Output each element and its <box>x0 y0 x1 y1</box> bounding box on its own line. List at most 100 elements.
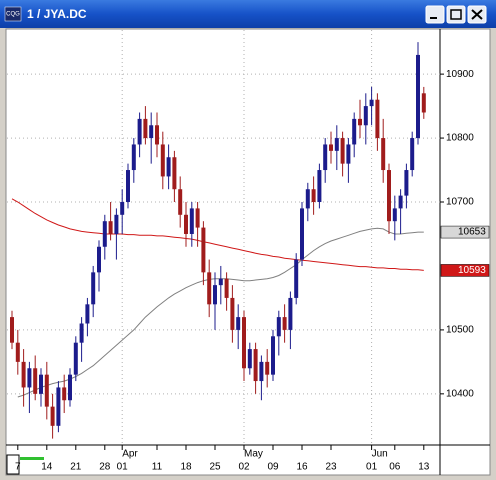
x-tick-label: 28 <box>99 462 111 473</box>
candle-body <box>288 297 293 330</box>
candle-body <box>346 144 351 164</box>
candle-body <box>120 202 125 215</box>
candle-body <box>44 374 49 407</box>
candle-body <box>392 208 397 222</box>
candle-body <box>189 208 194 234</box>
candle-body <box>56 387 61 426</box>
candle-body <box>178 189 183 215</box>
maximize-icon <box>450 9 462 20</box>
y-tick-label: 10500 <box>446 325 474 336</box>
candle-body <box>114 214 119 234</box>
y-tick-label: 10900 <box>446 69 474 80</box>
candle-body <box>79 323 84 343</box>
x-tick-label: 01 <box>117 462 129 473</box>
x-tick-label: 11 <box>152 462 163 473</box>
x-tick-label: 01 <box>366 462 378 473</box>
candle-body <box>421 93 426 113</box>
candle-body <box>73 342 78 375</box>
candle-body <box>253 349 258 382</box>
candle-body <box>201 227 206 273</box>
candle-body <box>62 387 67 401</box>
x-tick-label: 16 <box>296 462 308 473</box>
candle-body <box>143 118 148 139</box>
candle-body <box>387 170 391 222</box>
candle-body <box>160 144 165 177</box>
price-label-box <box>440 225 490 239</box>
x-tick-label: 09 <box>267 462 279 473</box>
candle-body <box>10 317 14 343</box>
candle-body <box>207 272 212 305</box>
candle-body <box>230 297 235 330</box>
y-tick-label: 10700 <box>446 197 474 208</box>
candle-body <box>218 278 223 286</box>
candle-body <box>323 144 328 171</box>
candle-body <box>39 374 43 394</box>
month-label: May <box>244 449 263 460</box>
candle-body <box>271 336 275 375</box>
candle-body <box>242 317 246 369</box>
x-tick-label: 18 <box>180 462 192 473</box>
candle-body <box>294 259 299 298</box>
candle-body <box>137 118 142 145</box>
scroll-indicator[interactable] <box>20 457 44 460</box>
candle-body <box>398 195 403 209</box>
price-label: 10653 <box>458 227 486 238</box>
candle-body <box>410 138 415 171</box>
candle-body <box>416 54 420 139</box>
x-tick-label: 25 <box>209 462 221 473</box>
candle-body <box>131 144 136 171</box>
candle-body <box>247 349 252 369</box>
candle-body <box>224 278 229 298</box>
x-tick-label: 21 <box>70 462 82 473</box>
candle-body <box>352 118 357 145</box>
candle-body <box>166 157 171 177</box>
candle-body <box>334 138 339 151</box>
candle-body <box>149 125 154 139</box>
title-bar <box>0 0 496 28</box>
candle-body <box>108 221 113 234</box>
y-tick-label: 10800 <box>446 133 474 144</box>
candle-body <box>259 361 264 382</box>
candle-body <box>33 368 38 394</box>
candle-body <box>21 361 26 388</box>
candle-body <box>282 317 287 330</box>
candle-body <box>213 285 217 305</box>
candle-body <box>91 272 96 305</box>
candle-body <box>126 170 130 203</box>
candle-body <box>375 99 380 139</box>
app-icon-text: CQG <box>6 12 20 18</box>
x-tick-label: 14 <box>41 462 53 473</box>
x-tick-label: 23 <box>325 462 337 473</box>
window-buttons[interactable] <box>425 5 487 24</box>
moving-average-line <box>11 198 424 271</box>
candle-body <box>305 189 310 209</box>
price-label: 10593 <box>458 265 486 276</box>
month-label: Jun <box>372 449 388 460</box>
candle-body <box>27 368 32 388</box>
candle-body <box>340 138 345 164</box>
close-icon <box>471 9 483 20</box>
candle-body <box>329 144 333 151</box>
candle-body <box>311 189 316 203</box>
candle-body <box>381 138 386 171</box>
candle-body <box>236 317 241 330</box>
candle-body <box>363 106 368 126</box>
candle-body <box>317 170 322 203</box>
candle-body <box>155 125 159 145</box>
scroll-box[interactable] <box>6 454 20 475</box>
candle-body <box>97 246 101 273</box>
maximize-button[interactable] <box>446 5 466 24</box>
x-tick-label: 7 <box>15 462 21 473</box>
candle-body <box>404 170 409 196</box>
x-tick-label: 06 <box>389 462 401 473</box>
minimize-button[interactable] <box>425 5 445 24</box>
month-label: Apr <box>122 449 138 460</box>
candle-body <box>102 221 107 247</box>
candle-body <box>68 374 72 401</box>
candle-body <box>172 157 177 190</box>
app-icon <box>4 6 22 22</box>
candle-body <box>85 304 90 324</box>
candle-body <box>50 406 55 426</box>
candle-body <box>195 208 200 228</box>
